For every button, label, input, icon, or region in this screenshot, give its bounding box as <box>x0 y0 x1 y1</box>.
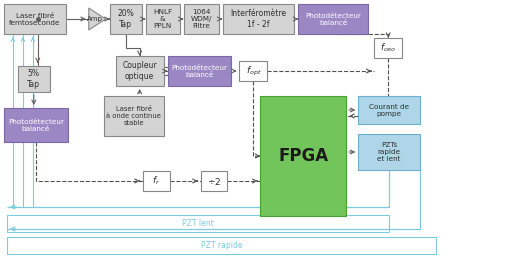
Text: Amp: Amp <box>87 16 103 22</box>
Text: PZT lent: PZT lent <box>182 219 214 228</box>
Bar <box>143 171 170 191</box>
Text: Courant de
pompe: Courant de pompe <box>369 103 409 116</box>
Bar <box>110 4 142 34</box>
Bar <box>239 61 267 81</box>
Text: Coupleur
optique: Coupleur optique <box>122 61 157 81</box>
Bar <box>4 4 66 34</box>
Text: FPGA: FPGA <box>278 147 329 165</box>
Bar <box>298 4 368 34</box>
Text: $f_{ceo}$: $f_{ceo}$ <box>380 42 397 54</box>
Bar <box>18 66 50 92</box>
Bar <box>116 56 163 86</box>
Text: 5%
Tap: 5% Tap <box>28 69 40 89</box>
Text: PZT rapide: PZT rapide <box>201 241 242 250</box>
Text: HNLF
&
PPLN: HNLF & PPLN <box>153 9 172 29</box>
Bar <box>261 96 346 216</box>
Polygon shape <box>89 8 106 30</box>
Text: Laser fibré
femtoseconde: Laser fibré femtoseconde <box>9 13 61 26</box>
Text: 1064
WDM/
Filtre: 1064 WDM/ Filtre <box>190 9 212 29</box>
Bar <box>7 215 389 232</box>
Text: Interféromètre
1f - 2f: Interféromètre 1f - 2f <box>230 9 286 29</box>
Bar <box>146 4 180 34</box>
Text: $f_{opt}$: $f_{opt}$ <box>245 64 261 78</box>
Bar <box>358 96 420 124</box>
Bar <box>374 38 402 58</box>
Text: Laser fibré
à onde continue
stable: Laser fibré à onde continue stable <box>106 106 161 126</box>
Text: 20%
Tap: 20% Tap <box>117 9 134 29</box>
Bar <box>358 134 420 170</box>
Bar <box>223 4 294 34</box>
Text: $\div 2$: $\div 2$ <box>207 175 221 187</box>
Text: Photodétecteur
balancé: Photodétecteur balancé <box>305 13 361 26</box>
Bar <box>4 108 68 142</box>
Text: Photodétecteur
balancé: Photodétecteur balancé <box>8 118 64 131</box>
Bar <box>184 4 218 34</box>
Text: PZTs
rapide
et lent: PZTs rapide et lent <box>377 142 401 162</box>
Bar <box>104 96 163 136</box>
Text: Photodétecteur
balancé: Photodétecteur balancé <box>172 64 227 78</box>
Text: $f_r$: $f_r$ <box>152 175 160 187</box>
Bar <box>168 56 231 86</box>
Bar <box>200 171 227 191</box>
Bar <box>7 237 436 254</box>
